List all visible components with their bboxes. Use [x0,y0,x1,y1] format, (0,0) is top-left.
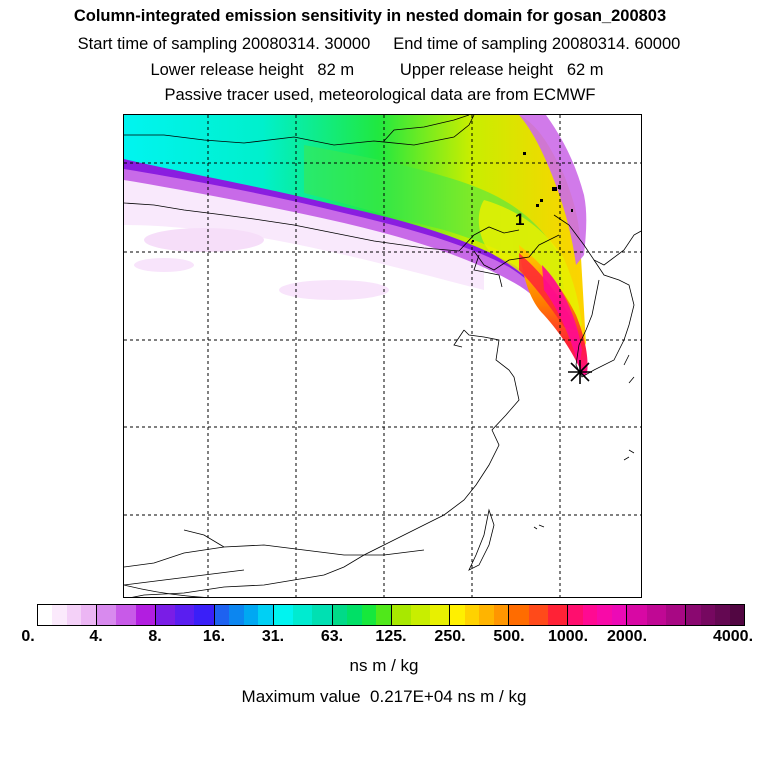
map-panel: 1 [123,114,642,598]
colorbar-swatch [646,605,666,625]
receptor-site-marker [568,360,592,384]
colorbar-swatch [376,605,391,625]
maximum-value-text: Maximum value 0.217E+04 ns m / kg [241,687,527,706]
colorbar-segment [38,605,97,625]
colorbar-segment [214,605,274,625]
colorbar-swatch [410,605,431,625]
colorbar-segment [686,605,745,625]
sampling-time-line: Start time of sampling 20080314. 30000 E… [77,35,681,53]
colorbar-segment [96,605,156,625]
colorbar-swatch [582,605,598,625]
colorbar-swatch [430,605,450,625]
emission-sensitivity-map: 1 [124,115,641,597]
colorbar-swatch [312,605,332,625]
colorbar-segment [509,605,569,625]
colorbar-swatch [81,605,96,625]
colorbar-tick-labels: 0. 4. 8. 16. 31. 63. 125. 250. 500. 1000. 2000. 400… [0,628,768,650]
cluster-label: 1 [515,210,524,229]
colorbar-tick-label: 4000. [712,628,754,645]
maximum-value-line: Maximum value 0.217E+04 ns m / kg [0,687,768,707]
colorbar-swatch [729,605,745,625]
colorbar-tick-label: 1000. [547,628,589,645]
chart-title: Column-integrated emission sensitivity i… [73,7,667,25]
colorbar-swatch [332,605,348,625]
colorbar-swatch [715,605,730,625]
colorbar-swatch [568,605,583,625]
colorbar-swatch [361,605,377,625]
tracer-info-line: Passive tracer used, meteorological data… [164,86,596,104]
colorbar-tick-label: 2000. [606,628,648,645]
colorbar-swatch [273,605,293,625]
colorbar-swatch [611,605,627,625]
colorbar-swatch [700,605,716,625]
colorbar-swatch [52,605,67,625]
colorbar-swatch [450,605,465,625]
colorbar-swatch [528,605,548,625]
colorbar-swatch [116,605,136,625]
colorbar-swatch [229,605,244,625]
colorbar-swatch [155,605,176,625]
colorbar-swatch [347,605,362,625]
low-sensitivity-haze [124,170,484,300]
colorbar-tick-label: 0. [21,628,35,645]
units-text: ns m / kg [349,656,419,675]
colorbar-tick-label: 31. [261,628,285,645]
colorbar-swatch [96,605,117,625]
colorbar-segment [273,605,333,625]
colorbar-tick-label: 500. [493,628,525,645]
colorbar-swatch [38,605,53,625]
colorbar-tick-label: 4. [89,628,103,645]
colorbar-tick-label: 8. [148,628,162,645]
colorbar-tick-label: 125. [375,628,407,645]
coastlines [124,115,641,597]
release-height-line: Lower release height 82 m Upper release … [150,61,604,79]
colorbar-swatch [391,605,411,625]
colorbar-swatch [509,605,529,625]
colorbar-segment [332,605,392,625]
plume-core [124,115,586,345]
colorbar-tick-label: 16. [202,628,226,645]
colorbar-swatch [464,605,480,625]
colorbar-units: ns m / kg [0,656,768,676]
colorbar-swatch [214,605,230,625]
colorbar-swatch [627,605,647,625]
colorbar-swatch [548,605,568,625]
colorbar-segment [155,605,215,625]
colorbar-segment [450,605,510,625]
colorbar-segment [627,605,687,625]
colorbar-swatch [665,605,686,625]
colorbar-swatch [479,605,494,625]
colorbar-segment [568,605,628,625]
colorbar-swatch [66,605,82,625]
colorbar-swatch [194,605,214,625]
colorbar-swatch [597,605,612,625]
colorbar-swatch [258,605,273,625]
colorbar-segment [391,605,451,625]
colorbar-swatch [135,605,155,625]
colorbar-tick-label: 250. [434,628,466,645]
gridlines [124,115,641,597]
colorbar-swatch [243,605,259,625]
colorbar-swatch [293,605,313,625]
colorbar-swatch [493,605,509,625]
colorbar-tick-label: 63. [320,628,344,645]
colorbar [37,604,745,626]
plume-upper-arm [519,115,587,265]
colorbar-swatch [175,605,195,625]
colorbar-swatch [686,605,701,625]
